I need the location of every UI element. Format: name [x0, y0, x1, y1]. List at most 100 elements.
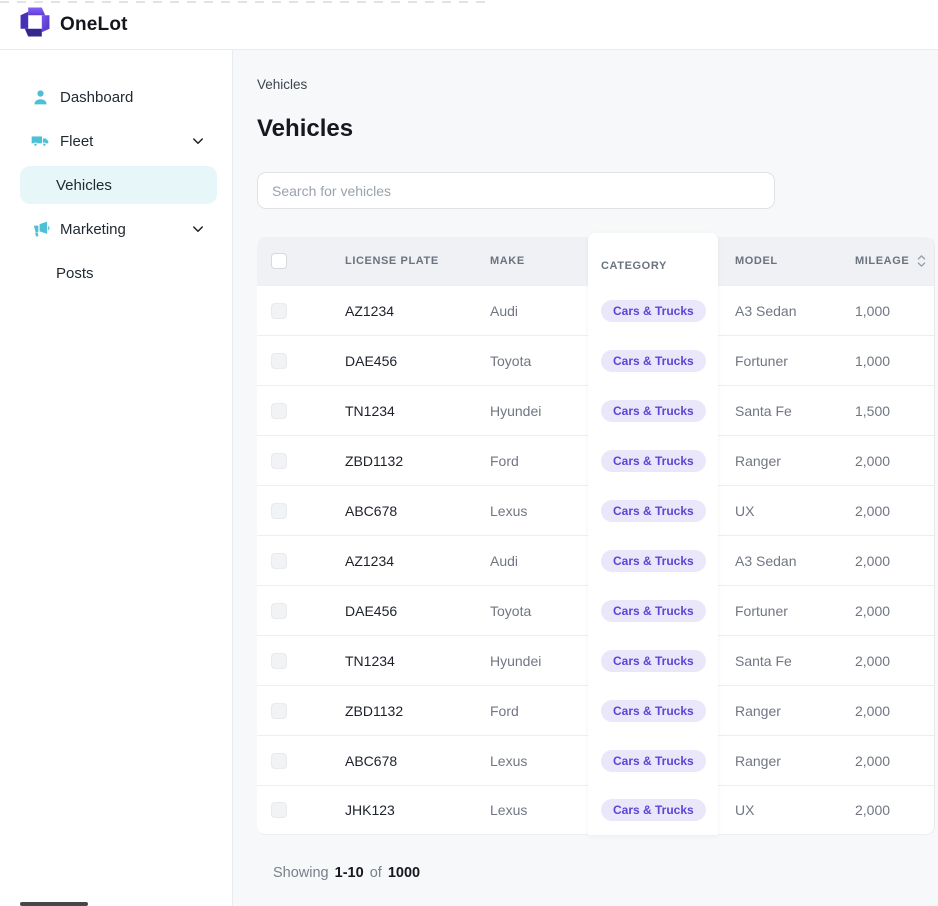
- cell-make: Lexus: [490, 802, 528, 818]
- row-checkbox[interactable]: [271, 402, 287, 419]
- category-badge: Cars & Trucks: [601, 549, 706, 572]
- cell-mileage: 1,500: [855, 402, 891, 419]
- cell-mileage: 2,000: [855, 502, 891, 519]
- column-header-label: MAKE: [490, 255, 525, 267]
- cell-mileage: 2,000: [855, 452, 891, 469]
- cell-license-plate: TN1234: [345, 652, 395, 669]
- cell-license-plate: DAE456: [345, 602, 398, 619]
- select-all-checkbox[interactable]: [271, 253, 287, 269]
- category-badge: Cars & Trucks: [601, 749, 706, 772]
- cell-model: UX: [735, 802, 755, 818]
- cell-make: Lexus: [490, 752, 528, 769]
- column-header-model: MODEL: [718, 255, 855, 267]
- sort-icon[interactable]: [915, 254, 928, 268]
- sidebar-item-fleet[interactable]: Fleet: [20, 122, 217, 160]
- row-checkbox[interactable]: [271, 502, 287, 519]
- column-header-mileage[interactable]: MILEAGE: [855, 254, 934, 268]
- row-checkbox[interactable]: [271, 452, 287, 469]
- cell-license-plate: AZ1234: [345, 302, 395, 319]
- column-header-label: MODEL: [735, 255, 778, 267]
- column-header-license-plate: LICENSE PLATE: [345, 255, 490, 267]
- cell-license-plate: ZBD1132: [345, 452, 404, 469]
- column-header-label: LICENSE PLATE: [345, 255, 439, 267]
- column-header-label: MILEAGE: [855, 255, 910, 267]
- cell-license-plate: JHK123: [345, 802, 395, 818]
- sidebar-item-label: Vehicles: [56, 176, 112, 194]
- cell-make: Lexus: [490, 502, 528, 519]
- cell-license-plate: ABC678: [345, 502, 398, 519]
- sidebar-item-posts[interactable]: Posts: [20, 254, 217, 292]
- cell-mileage: 2,000: [855, 752, 891, 769]
- cell-license-plate: ABC678: [345, 752, 398, 769]
- cell-make: Audi: [490, 302, 519, 319]
- megaphone-icon: [30, 219, 50, 239]
- cell-model: Ranger: [735, 702, 781, 719]
- sidebar-nav: Dashboard Fleet Vehicles Marketing Posts: [0, 78, 232, 292]
- cell-model: Ranger: [735, 752, 781, 769]
- category-badge: Cars & Trucks: [601, 449, 706, 472]
- sidebar-item-label: Posts: [56, 264, 94, 282]
- cell-make: Hyundei: [490, 652, 542, 669]
- column-header-label: CATEGORY: [601, 259, 667, 272]
- sidebar-item-marketing[interactable]: Marketing: [20, 210, 217, 248]
- cell-make: Audi: [490, 552, 519, 569]
- table-row[interactable]: ABC678 Lexus Cars & Trucks Ranger 2,000: [257, 735, 934, 785]
- sidebar-item-dashboard[interactable]: Dashboard: [20, 78, 217, 116]
- cell-mileage: 1,000: [855, 302, 891, 319]
- cell-model: A3 Sedan: [735, 302, 797, 319]
- pagination-summary: Showing 1-10 of 1000: [257, 865, 938, 881]
- cell-license-plate: TN1234: [345, 402, 395, 419]
- category-badge: Cars & Trucks: [601, 599, 706, 622]
- category-badge: Cars & Trucks: [601, 499, 706, 522]
- cell-model: Fortuner: [735, 602, 788, 619]
- page-title: Vehicles: [257, 115, 354, 142]
- category-badge: Cars & Trucks: [601, 299, 706, 322]
- column-header-make: MAKE: [490, 255, 588, 267]
- cell-make: Hyundei: [490, 402, 542, 419]
- truck-icon: [30, 131, 50, 151]
- top-dashed-line: [0, 1, 492, 3]
- row-checkbox[interactable]: [271, 752, 287, 769]
- category-badge: Cars & Trucks: [601, 799, 706, 821]
- cell-make: Toyota: [490, 352, 532, 369]
- cell-make: Ford: [490, 452, 519, 469]
- total-count: 1000: [387, 865, 421, 881]
- row-checkbox[interactable]: [271, 302, 287, 319]
- main-content: Vehicles Vehicles LICENSE PLATE MAKE CATEG…: [234, 50, 938, 906]
- table-row[interactable]: TN1234 Hyundei Cars & Trucks Santa Fe 2,000: [257, 635, 934, 685]
- bottom-artifact-bar: [20, 902, 88, 906]
- of-label: of: [369, 865, 382, 881]
- row-checkbox[interactable]: [271, 702, 287, 719]
- cell-mileage: 2,000: [855, 652, 891, 669]
- sidebar-item-label: Fleet: [60, 132, 94, 150]
- cell-mileage: 2,000: [855, 702, 891, 719]
- vehicles-table: LICENSE PLATE MAKE CATEGORY MODEL MILEAGE AZ…: [257, 233, 935, 835]
- row-checkbox[interactable]: [271, 602, 287, 619]
- column-header-category: CATEGORY: [588, 251, 718, 272]
- row-checkbox[interactable]: [271, 352, 287, 369]
- showing-range: 1-10: [334, 865, 364, 881]
- brand-logo[interactable]: OneLot: [18, 5, 128, 44]
- breadcrumb[interactable]: Vehicles: [257, 77, 308, 92]
- cell-model: Santa Fe: [735, 652, 792, 669]
- category-badge: Cars & Trucks: [601, 399, 706, 422]
- chevron-down-icon: [191, 134, 205, 148]
- brand-name: OneLot: [60, 13, 128, 35]
- cell-model: A3 Sedan: [735, 552, 797, 569]
- table-row[interactable]: DAE456 Toyota Cars & Trucks Fortuner 1,000: [257, 335, 934, 385]
- topbar: OneLot: [0, 0, 938, 50]
- sidebar-item-vehicles[interactable]: Vehicles: [20, 166, 217, 204]
- row-checkbox[interactable]: [271, 552, 287, 569]
- cell-mileage: 2,000: [855, 552, 891, 569]
- cell-mileage: 2,000: [855, 602, 891, 619]
- cell-license-plate: DAE456: [345, 352, 398, 369]
- cell-license-plate: AZ1234: [345, 552, 395, 569]
- sidebar: Dashboard Fleet Vehicles Marketing Posts: [0, 50, 233, 906]
- table-body: AZ1234 Audi Cars & Trucks A3 Sedan 1,000 DAE4…: [257, 285, 934, 835]
- cell-model: Fortuner: [735, 352, 788, 369]
- search-input[interactable]: [257, 172, 775, 209]
- category-column-drag-overlay: [588, 233, 718, 835]
- row-checkbox[interactable]: [271, 652, 287, 669]
- cell-mileage: 2,000: [855, 802, 891, 818]
- row-checkbox[interactable]: [271, 802, 287, 818]
